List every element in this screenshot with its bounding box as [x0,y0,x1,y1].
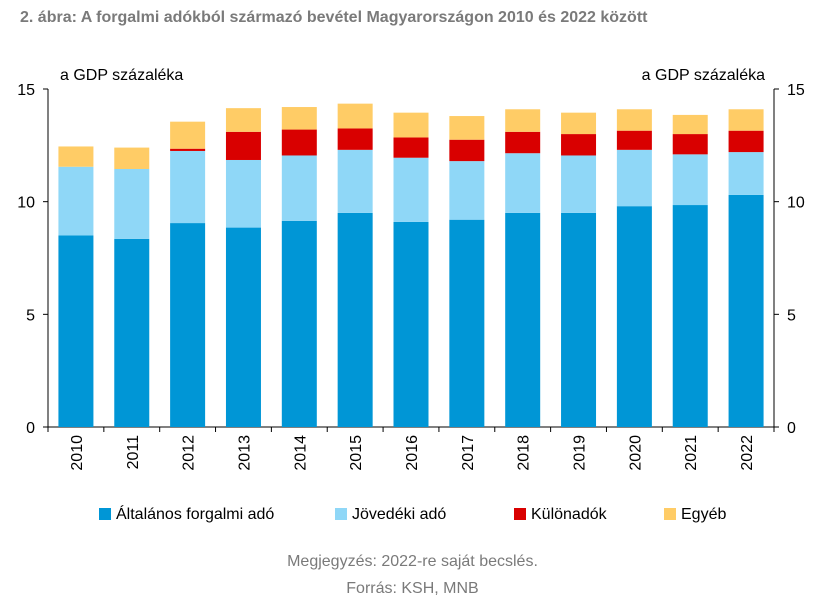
legend-label: Egyéb [681,506,726,523]
bar-segment [449,161,485,220]
y-tick-label-left: 15 [17,82,35,99]
y-axis-label-right: a GDP százaléka [642,67,765,84]
x-tick-label: 2018 [516,435,533,471]
bar-segment [170,223,206,427]
bar-segment [170,121,206,149]
bar-segment [281,107,317,130]
bar-segment [505,131,541,154]
x-tick-label: 2010 [69,435,86,471]
y-tick-label-left: 0 [26,420,35,437]
bar-segment [505,153,541,213]
bar-segment [449,116,485,140]
bar-segment [505,212,541,427]
bar-segment [561,212,597,427]
bar-segment [337,149,373,213]
legend-swatch [99,508,111,520]
y-tick-label-right: 15 [787,82,805,99]
legend-swatch [335,508,347,520]
bar-segment [561,155,597,213]
bar-segment [114,147,150,169]
bar-segment [337,103,373,129]
bar-segment [281,129,317,156]
bar-segment [616,206,652,427]
bar-segment [561,112,597,135]
legend-swatch [514,508,526,520]
bar-segment [337,128,373,150]
bar-segment [616,149,652,207]
x-tick-label: 2014 [292,435,309,471]
x-tick-label: 2013 [236,435,253,471]
x-tick-label: 2021 [683,435,700,471]
bar-segment [58,146,94,167]
y-axis-label-left: a GDP százaléka [60,67,183,84]
bar-segment [170,150,206,224]
bar-segment [337,212,373,427]
bar-segment [58,235,94,427]
y-tick-label-left: 5 [26,307,35,324]
bar-segment [58,166,94,236]
x-tick-label: 2019 [572,435,589,471]
bar-segment [393,157,429,222]
bar-segment [616,130,652,150]
bar-segment [672,154,708,206]
x-tick-label: 2016 [404,435,421,471]
bar-segment [616,109,652,131]
bar-segment [114,168,150,239]
bar-segment [281,155,317,221]
y-tick-label-left: 10 [17,195,35,212]
x-tick-label: 2012 [181,435,198,471]
bar-segment [225,108,261,132]
x-tick-label: 2011 [125,435,142,470]
bar-segment [170,148,206,151]
bar-segment [728,152,764,195]
bar-segment [561,134,597,156]
bar-segment [393,112,429,138]
bar-segment [449,219,485,427]
y-tick-label-right: 5 [787,307,796,324]
bar-segment [393,137,429,158]
chart-source: Forrás: KSH, MNB [346,580,479,597]
y-tick-label-right: 10 [787,195,805,212]
bar-segment [672,205,708,427]
chart-title: 2. ábra: A forgalmi adókból származó bev… [20,9,648,26]
bar-segment [225,131,261,160]
bar-segment [449,139,485,162]
bar-segment [114,238,150,427]
stacked-bar-chart: 0 0 5 5 10 10 15 15 a GDP százaléka a GDP százalé… [17,67,805,523]
bar-segment [728,130,764,153]
chart-note: Megjegyzés: 2022-re saját becslés. [287,553,538,570]
x-tick-label: 2015 [348,435,365,471]
legend-label: Jövedéki adó [352,506,446,523]
x-tick-label: 2017 [460,435,477,471]
bar-segment [281,220,317,427]
legend-label: Általános forgalmi adó [116,504,274,523]
x-tick-label: 2020 [627,435,644,471]
y-tick-label-right: 0 [787,420,796,437]
bar-segment [505,109,541,132]
legend-label: Különadók [531,506,608,523]
legend-swatch [664,508,676,520]
bar-segment [225,159,261,228]
bar-segment [225,227,261,427]
bar-segment [672,134,708,155]
bar-segment [728,194,764,427]
x-tick-label: 2022 [739,435,756,471]
bar-segment [672,114,708,135]
bar-segment [728,109,764,131]
bar-segment [393,221,429,427]
